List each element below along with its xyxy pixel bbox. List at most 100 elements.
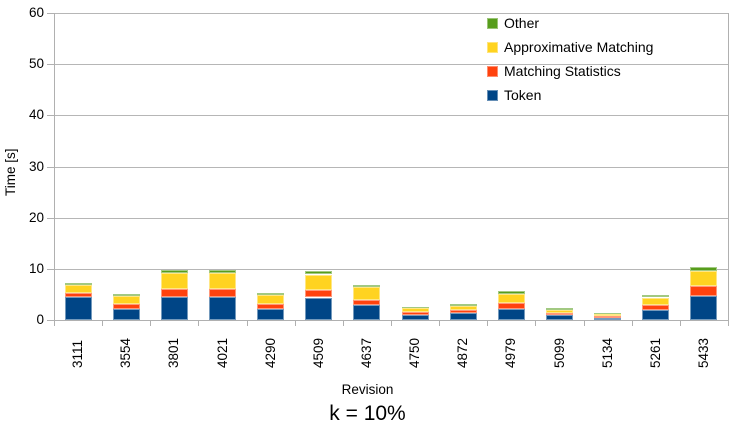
- y-axis-tick: [47, 64, 54, 66]
- x-axis-tick: [198, 320, 200, 326]
- x-tick-label-4021: 4021: [214, 337, 230, 368]
- bar-segment-approximative-matching-rev-5134: [594, 314, 622, 317]
- x-axis-tick: [391, 320, 392, 326]
- x-axis-tick: [487, 320, 489, 326]
- bar-segment-matching-statistics-rev-4872: [449, 309, 477, 314]
- bar-segment-approximative-matching-rev-5099: [546, 309, 573, 313]
- bar-segment-token-rev-3111: [64, 297, 92, 320]
- legend-label-matching-statistics: Matching Statistics: [504, 63, 621, 79]
- bar-segment-other-rev-4872: [449, 303, 477, 307]
- y-tick-label: 40: [28, 107, 44, 123]
- bar-segment-matching-statistics-rev-3801: [160, 289, 188, 297]
- x-axis-tick: [728, 320, 729, 326]
- bar-segment-approximative-matching-rev-4290: [257, 295, 285, 304]
- bar-segment-matching-statistics-rev-5134: [594, 316, 622, 318]
- x-axis-tick: [294, 320, 296, 326]
- bar-segment-matching-statistics-rev-4509: [305, 289, 333, 298]
- bar-segment-approximative-matching-rev-4979: [497, 293, 525, 304]
- bar-segment-other-rev-4637: [353, 284, 381, 288]
- bar-segment-matching-statistics-rev-4637: [353, 299, 381, 305]
- bar-segment-approximative-matching-rev-4750: [401, 308, 429, 313]
- legend-item-approximative-matching: Approximative Matching: [487, 35, 653, 59]
- chart-title: k = 10%: [329, 402, 406, 425]
- bar-segment-matching-statistics-rev-4021: [209, 289, 236, 297]
- x-axis-tick: [102, 320, 104, 326]
- bar-segment-other-rev-3111: [64, 283, 92, 286]
- y-tick-label: 10: [28, 260, 44, 276]
- x-tick-label-4509: 4509: [310, 337, 326, 368]
- bar-segment-other-rev-5134: [594, 312, 622, 315]
- bar-segment-other-rev-5261: [642, 294, 670, 298]
- bar-segment-approximative-matching-rev-5433: [690, 270, 718, 286]
- y-tick-label: 0: [36, 312, 44, 327]
- bar-segment-approximative-matching-rev-3554: [112, 296, 140, 305]
- bar-segment-approximative-matching-rev-3801: [160, 273, 188, 290]
- gridline-y-30: [54, 166, 728, 168]
- legend-item-other: Other: [487, 11, 653, 35]
- bar-segment-token-rev-3801: [160, 297, 188, 320]
- x-tick-label-4750: 4750: [407, 337, 423, 368]
- bar-segment-matching-statistics-rev-3111: [64, 293, 92, 297]
- y-tick-label: 30: [28, 158, 44, 174]
- legend: Other Approximative Matching Matching Stat…: [487, 11, 653, 107]
- bar-segment-other-rev-4021: [209, 270, 236, 274]
- bar-segment-approximative-matching-rev-4021: [209, 273, 236, 290]
- bar-segment-other-rev-4979: [497, 291, 525, 294]
- bar-segment-token-rev-4509: [305, 297, 333, 320]
- x-axis-tick: [631, 320, 633, 326]
- y-axis-tick: [47, 166, 54, 168]
- bar-segment-other-rev-3554: [112, 293, 140, 296]
- y-axis-tick: [47, 13, 54, 14]
- x-axis-title: Revision: [341, 382, 394, 397]
- y-axis-tick: [47, 217, 54, 219]
- gridline-y-40: [54, 115, 728, 117]
- bar-segment-matching-statistics-rev-4750: [401, 312, 429, 315]
- bar-segment-approximative-matching-rev-4872: [449, 306, 477, 310]
- legend-color-swatch-approximative-matching: [487, 41, 498, 53]
- x-tick-label-5261: 5261: [647, 337, 663, 368]
- legend-item-token: Token: [487, 83, 653, 107]
- bar-segment-other-rev-4509: [305, 271, 333, 275]
- y-tick-label: 60: [28, 5, 44, 20]
- legend-label-token: Token: [504, 87, 542, 103]
- legend-item-matching-statistics: Matching Statistics: [487, 59, 653, 83]
- x-axis-tick: [535, 320, 537, 326]
- bar-segment-matching-statistics-rev-5099: [546, 312, 573, 316]
- bar-segment-token-rev-4750: [401, 314, 429, 320]
- bar-segment-matching-statistics-rev-5261: [642, 304, 670, 311]
- gridline-y-20: [54, 217, 728, 219]
- x-tick-label-4979: 4979: [503, 337, 519, 368]
- bar-segment-matching-statistics-rev-5433: [690, 285, 718, 296]
- gridline-y-10: [54, 268, 728, 270]
- bar-segment-token-rev-3554: [112, 309, 140, 320]
- bar-segment-token-rev-5099: [546, 315, 573, 320]
- bar-segment-token-rev-4979: [497, 308, 525, 320]
- x-tick-label-5433: 5433: [695, 337, 711, 368]
- x-axis-tick: [583, 320, 585, 326]
- legend-label-other: Other: [504, 15, 540, 31]
- bar-segment-other-rev-5099: [546, 307, 573, 310]
- bar-segment-matching-statistics-rev-4979: [497, 303, 525, 309]
- x-tick-label-3554: 3554: [118, 337, 134, 368]
- bar-segment-token-rev-5433: [690, 296, 718, 320]
- x-axis-tick: [150, 320, 152, 326]
- legend-label-approximative-matching: Approximative Matching: [504, 39, 654, 55]
- bar-segment-matching-statistics-rev-3554: [112, 304, 140, 310]
- x-tick-label-3801: 3801: [166, 337, 182, 368]
- bar-segment-token-rev-4872: [449, 313, 477, 320]
- bar-segment-other-rev-4290: [257, 293, 285, 296]
- bar-segment-other-rev-3801: [160, 270, 188, 274]
- y-axis-tick: [47, 115, 54, 117]
- bar-segment-other-rev-5433: [690, 267, 718, 271]
- bar-segment-token-rev-5134: [594, 317, 622, 320]
- x-axis-tick: [54, 320, 55, 326]
- bar-segment-matching-statistics-rev-4290: [257, 303, 285, 309]
- legend-color-swatch-token: [487, 89, 498, 101]
- x-axis-tick: [246, 320, 248, 326]
- gridline-y-60: [54, 13, 728, 14]
- legend-color-swatch-other: [487, 17, 498, 29]
- y-axis-line: [54, 13, 55, 320]
- gridline-y-50: [54, 64, 728, 66]
- x-axis-tick: [679, 320, 681, 326]
